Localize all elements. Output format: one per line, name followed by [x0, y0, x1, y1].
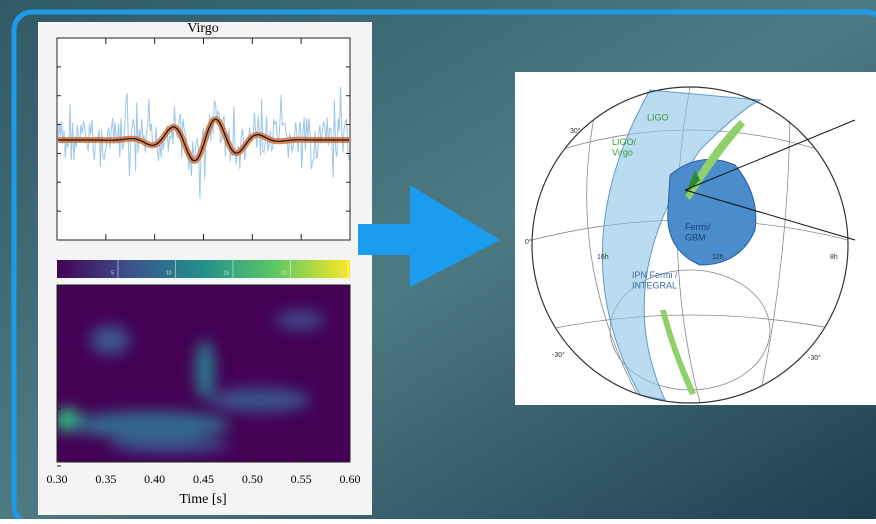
- label: LIGO/Virgo: [612, 137, 637, 157]
- noise: [57, 86, 350, 199]
- coord-label: 30°: [570, 127, 581, 135]
- colorbar-tick-label: 25: [338, 270, 344, 276]
- sky-map: LIGO LIGO/Virgo Fermi/GBM IPN Fermi / INT…: [515, 72, 876, 405]
- colorbar-tick-label: 20: [281, 270, 287, 276]
- signal: [58, 118, 349, 162]
- ipn-band: [601, 89, 762, 401]
- coord-label: 16h: [597, 254, 609, 261]
- graticule: [532, 87, 848, 403]
- x-tick-label: 0.35: [95, 472, 116, 486]
- x-ticks: 0.30 0.35 0.40 0.45 0.50 0.55 0.60: [47, 37, 361, 486]
- label: IPN Fermi / INTEGRAL: [632, 270, 678, 290]
- coord-label: -30°: [552, 351, 565, 359]
- pointer: [684, 119, 856, 191]
- colorbar-tick-label: 10: [166, 270, 172, 276]
- sphere: [531, 86, 849, 404]
- spectrogram-blobs: [57, 310, 325, 453]
- x-tick-label: 0.40: [144, 472, 165, 486]
- coord-label: 8h: [830, 254, 838, 261]
- arrow: [358, 185, 500, 287]
- x-tick-label: 0.55: [291, 472, 312, 486]
- colorbar-tick-label: 5: [111, 270, 114, 276]
- colorbar-tick-label: 15: [223, 270, 229, 276]
- coord-label: 12h: [712, 254, 724, 261]
- x-axis-label: Time [s]: [179, 492, 226, 507]
- x-tick-label: 0.30: [47, 472, 68, 486]
- ligo-arc-south: [660, 310, 696, 395]
- x-tick-label: 0.50: [242, 472, 263, 486]
- colorbar-ticks: 5 10 15 20 25: [111, 260, 349, 278]
- plot-title: Virgo: [187, 21, 219, 36]
- colorbar: [57, 260, 350, 278]
- frame: [11, 9, 876, 524]
- coord-label: 0°: [525, 238, 532, 246]
- waveform: [57, 86, 350, 199]
- left-panel: Virgo 5 10 15 20 25 0.30 0.35 0.40 0.45 0.50 0.55…: [38, 21, 372, 515]
- x-tick-label: 0.45: [193, 472, 214, 486]
- pointer: [684, 189, 856, 241]
- label: LIGO: [647, 112, 669, 122]
- fermi-region: [667, 158, 757, 266]
- x-tick-label: 0.60: [340, 472, 361, 486]
- label: Fermi/GBM: [685, 222, 711, 242]
- coord-label: -30°: [808, 354, 821, 362]
